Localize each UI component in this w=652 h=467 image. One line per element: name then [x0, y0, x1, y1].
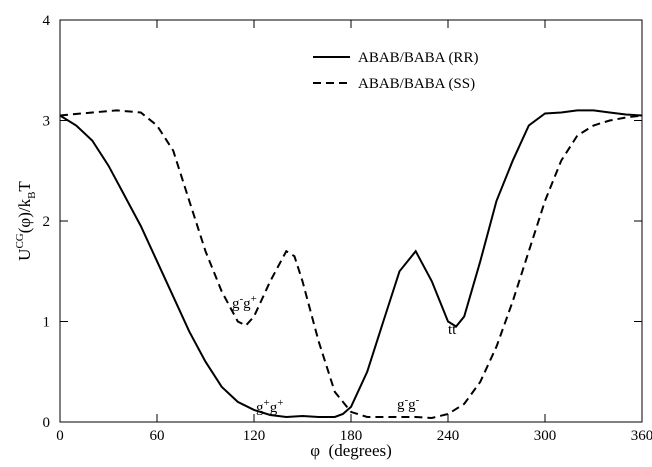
annotation: g+g+	[256, 397, 283, 416]
annotation: g-g-	[397, 394, 420, 413]
annotation-part: tt	[448, 322, 457, 338]
x-tick-label: 300	[534, 428, 557, 444]
y-tick-label: 3	[43, 114, 51, 130]
annotation-part: g	[243, 296, 251, 312]
y-tick-label: 4	[43, 13, 51, 29]
legend-label: ABAB/BABA (RR)	[358, 50, 478, 66]
annotation-part: -	[405, 394, 409, 406]
legend-label: ABAB/BABA (SS)	[358, 76, 475, 92]
annotation-part: +	[264, 397, 270, 409]
x-tick-label: 60	[150, 428, 165, 444]
series-line	[59, 109, 643, 420]
y-label-part: (φ)/k	[15, 198, 34, 233]
x-tick-label: 120	[243, 428, 266, 444]
y-label-part: T	[15, 181, 34, 192]
y-tick-label: 2	[43, 214, 51, 230]
annotation-part: g	[408, 397, 416, 413]
annotation: tt	[448, 322, 457, 338]
annotation-part: -	[240, 293, 244, 305]
annotation-part: +	[251, 293, 257, 305]
y-tick-label: 0	[43, 415, 51, 431]
x-tick-label: 0	[56, 428, 64, 444]
annotation-part: g	[256, 400, 264, 416]
annotation: g-g+	[232, 293, 257, 312]
x-axis-label: φ (degrees)	[310, 441, 392, 460]
annotation-part: g	[397, 397, 405, 413]
y-label-part: CG	[14, 233, 26, 248]
plot-frame	[59, 19, 643, 423]
annotation-part: g	[270, 400, 278, 416]
annotation-part: -	[416, 394, 420, 406]
x-tick-label: 360	[631, 428, 652, 444]
y-axis-label: UCG(φ)/kBT	[14, 181, 38, 261]
y-tick-label: 1	[43, 315, 51, 331]
x-tick-label: 180	[340, 428, 363, 444]
annotation-part: +	[277, 397, 283, 409]
y-label-part: U	[15, 249, 34, 261]
x-tick-label: 240	[437, 428, 460, 444]
y-label-part: B	[26, 192, 38, 199]
series-line	[59, 109, 643, 419]
annotation-part: g	[232, 296, 240, 312]
